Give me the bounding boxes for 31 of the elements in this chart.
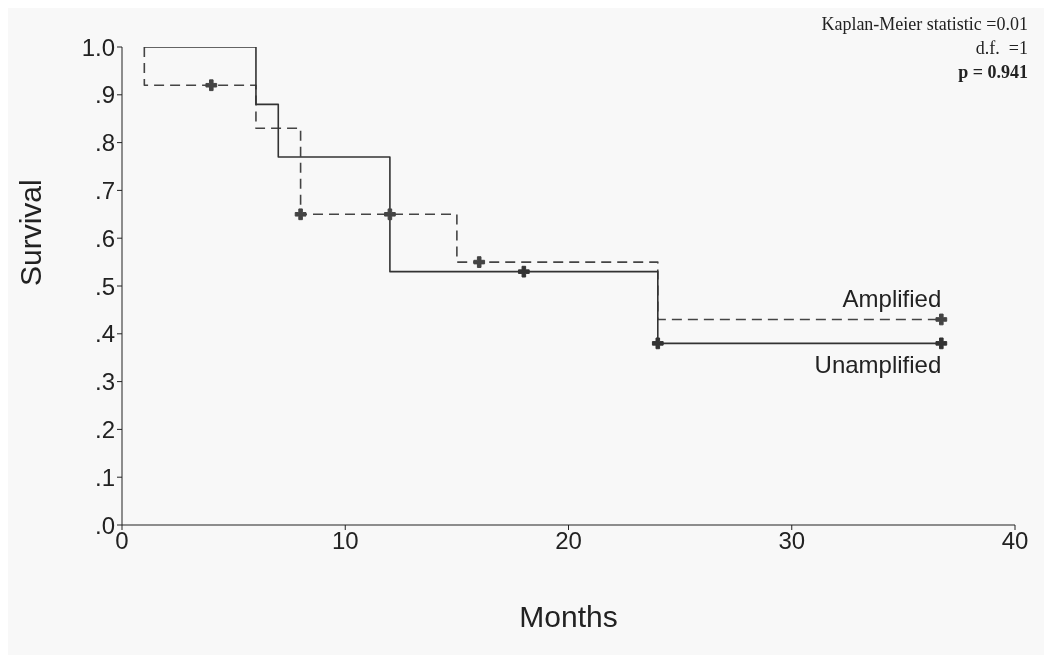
point	[651, 337, 664, 350]
x-axis-title: Months	[519, 600, 618, 633]
y-tick-label: .1	[94, 463, 115, 491]
series-label: Unamplified	[814, 351, 942, 379]
x-tick-label: 0	[115, 527, 129, 555]
x-tick-label: 30	[778, 527, 806, 555]
x-tick-label: 40	[1001, 527, 1029, 555]
point	[935, 313, 948, 326]
y-tick-label: .3	[94, 368, 115, 396]
y-tick-label: .7	[94, 176, 115, 204]
x-tick-label: 10	[331, 527, 359, 555]
y-axis-title: Survival	[13, 179, 47, 286]
point	[384, 208, 396, 221]
y-tick-label: .8	[94, 129, 115, 157]
point	[517, 265, 530, 278]
series-label: Amplified	[842, 285, 942, 313]
annotation: p = 0.941	[957, 61, 1028, 84]
y-tick-label: .5	[94, 272, 115, 300]
point	[205, 79, 218, 92]
y-tick-label: .6	[94, 224, 115, 252]
y-tick-label: .0	[94, 511, 115, 539]
point	[294, 208, 307, 221]
y-tick-label: 1.0	[81, 33, 115, 61]
point	[473, 256, 486, 268]
point	[935, 337, 948, 350]
y-tick-label: .9	[94, 81, 115, 109]
annotation: d.f. =1	[974, 37, 1028, 60]
text: Kaplan-Meier statistic =0.01	[821, 13, 1028, 36]
x-tick-label: 20	[555, 527, 582, 555]
y-tick-label: .2	[94, 415, 115, 443]
y-tick-label: .4	[94, 320, 115, 348]
